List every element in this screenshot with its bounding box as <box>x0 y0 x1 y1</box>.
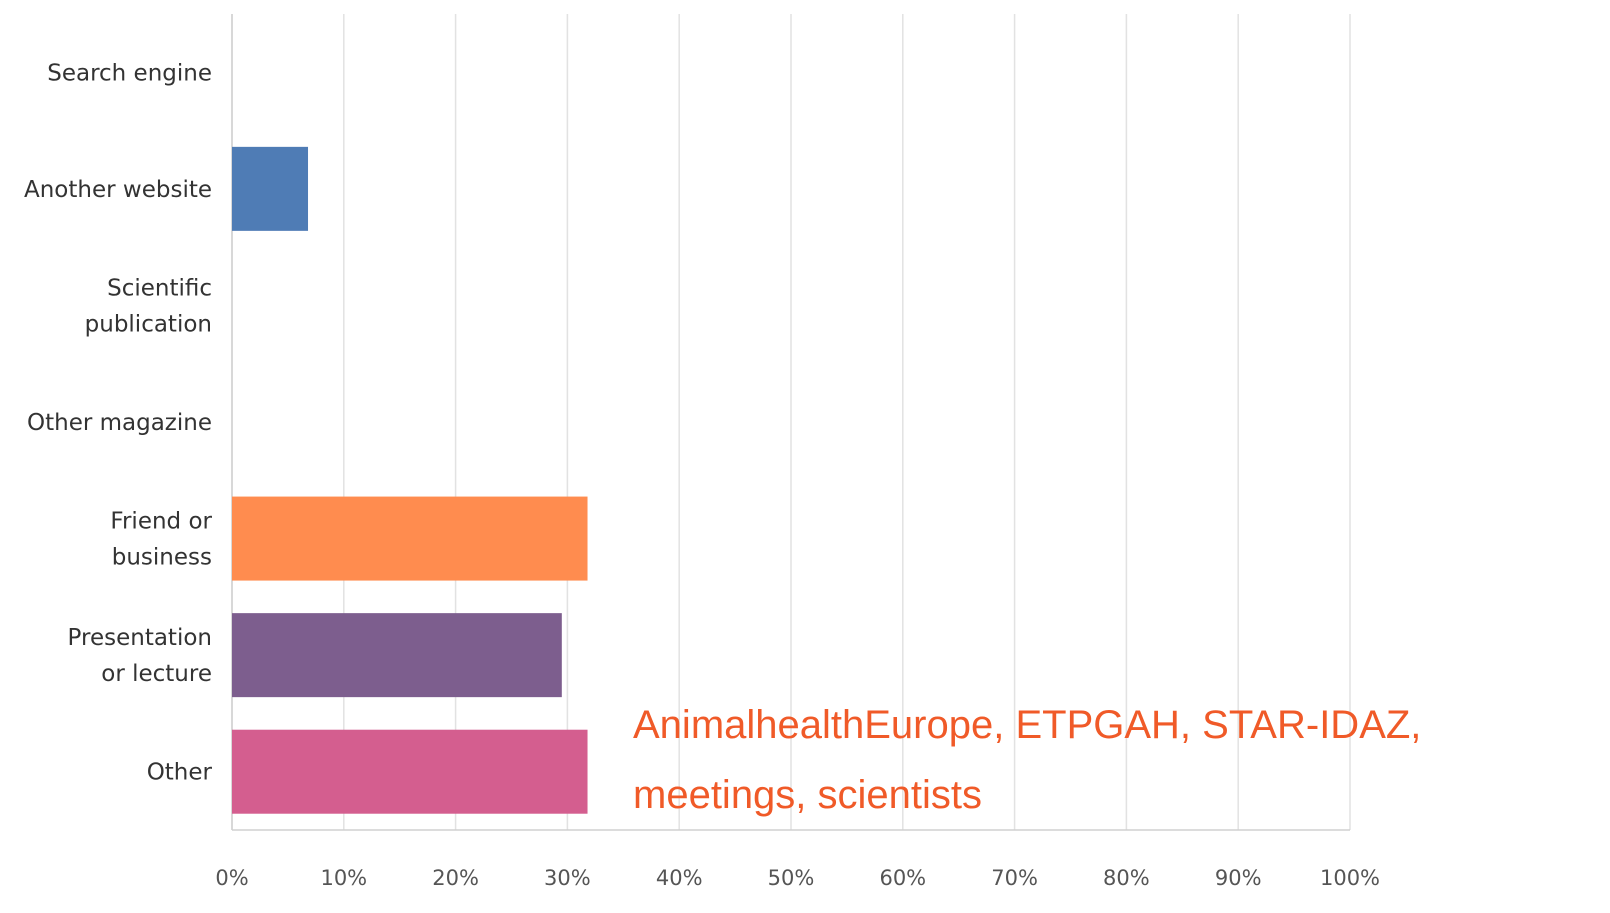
y-tick-label: Friend or business <box>110 509 212 571</box>
bar <box>232 613 562 698</box>
label-line: Friend or <box>110 509 212 535</box>
x-tick-label: 50% <box>768 866 815 890</box>
x-tick-label: 80% <box>1103 866 1150 890</box>
x-tick-label: 30% <box>544 866 591 890</box>
x-tick-label: 10% <box>320 866 367 890</box>
x-tick-label: 60% <box>879 866 926 890</box>
label-line: Presentation <box>68 625 212 651</box>
label-line: Scientific <box>107 275 212 301</box>
label-line: publication <box>85 311 212 337</box>
label-line: Another website <box>24 177 212 203</box>
x-tick-label: 0% <box>215 866 248 890</box>
y-tick-label: Another website <box>24 177 212 203</box>
y-tick-label: Search engine <box>47 60 212 86</box>
bar <box>232 146 309 231</box>
bar <box>232 496 588 581</box>
annotation: AnimalhealthEurope, ETPGAH, STAR-IDAZ, m… <box>633 703 1422 817</box>
y-tick-label: Other magazine <box>27 410 212 436</box>
bar <box>232 729 588 814</box>
label-line: Search engine <box>47 60 212 86</box>
y-tick-label: Presentation or lecture <box>68 625 212 687</box>
y-tick-label: Scientific publication <box>85 275 212 337</box>
y-tick-label: Other <box>147 760 213 786</box>
label-line: Other <box>147 760 213 786</box>
x-tick-label: 20% <box>432 866 479 890</box>
x-tick-label: 70% <box>991 866 1038 890</box>
label-line: or lecture <box>101 661 212 687</box>
label-line: business <box>112 545 212 571</box>
x-tick-label: 90% <box>1215 866 1262 890</box>
x-tick-label: 100% <box>1320 866 1380 890</box>
x-tick-label: 40% <box>656 866 703 890</box>
label-line: Other magazine <box>27 410 212 436</box>
